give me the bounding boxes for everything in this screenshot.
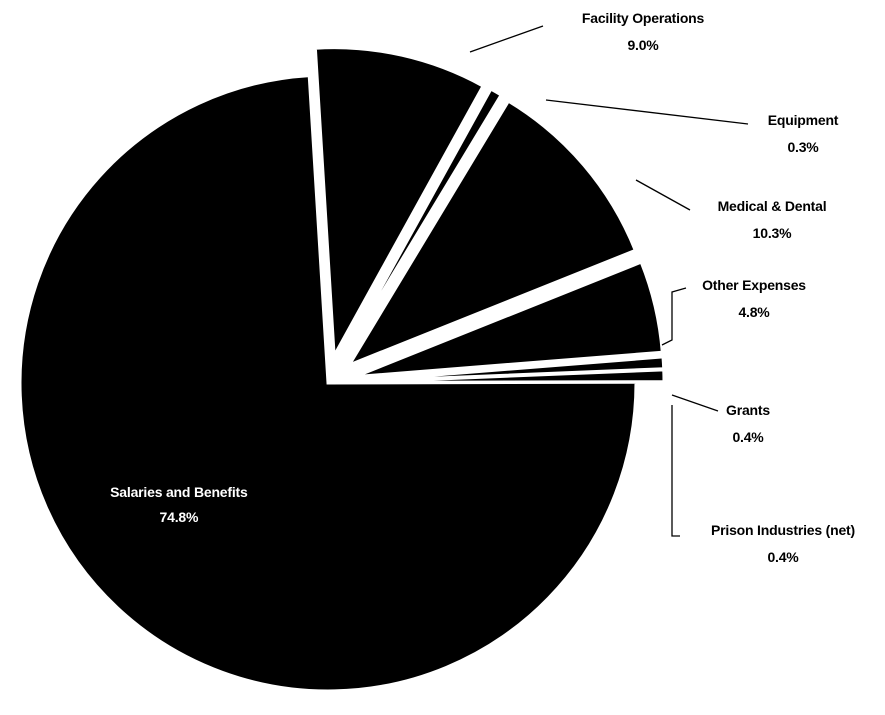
slice-value-prison-industries-net: 0.4% [767, 549, 799, 565]
slice-label-facility-operations: Facility Operations [582, 10, 705, 26]
leader-line-equipment [545, 99, 749, 125]
slice-label-medical-and-dental: Medical & Dental [718, 198, 827, 214]
leader-line-grants [671, 394, 719, 412]
pie-slice-prison-industries-net [355, 368, 666, 384]
pie-slice-salaries-and-benefits [18, 73, 638, 693]
leader-line-other-expenses [661, 287, 687, 346]
slice-label-prison-industries-net: Prison Industries (net) [711, 522, 855, 538]
slice-value-equipment: 0.3% [787, 139, 819, 155]
slice-value-salaries-and-benefits: 74.8% [160, 509, 199, 525]
leader-line-prison-industries-net [671, 405, 680, 537]
slice-value-medical-and-dental: 10.3% [753, 225, 792, 241]
leader-line-facility-operations [469, 25, 544, 53]
leader-line-medical-and-dental [635, 179, 691, 211]
slice-value-grants: 0.4% [732, 429, 764, 445]
pie-slice-other-expenses [354, 260, 664, 379]
slice-label-salaries-and-benefits: Salaries and Benefits [110, 484, 248, 500]
pie-slice-medical-and-dental [345, 99, 638, 368]
slice-label-equipment: Equipment [768, 112, 839, 128]
slice-value-facility-operations: 9.0% [627, 37, 659, 53]
slice-label-grants: Grants [726, 402, 770, 418]
slice-label-other-expenses: Other Expenses [702, 277, 806, 293]
pie-slice-facility-operations [313, 46, 486, 361]
slice-value-other-expenses: 4.8% [738, 304, 770, 320]
pie-slice-equipment [340, 87, 504, 360]
